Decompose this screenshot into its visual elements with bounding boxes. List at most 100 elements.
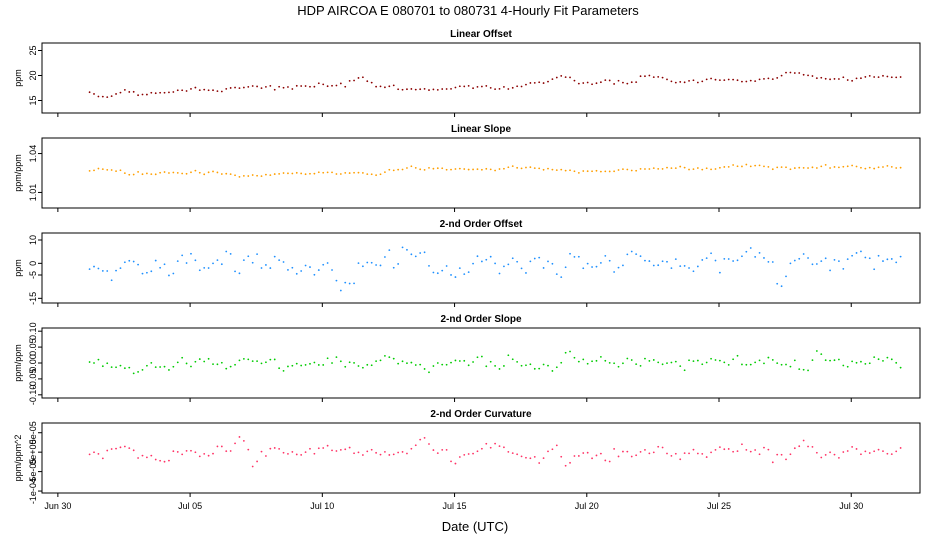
data-point <box>613 271 616 273</box>
data-point <box>688 359 690 362</box>
data-point <box>97 267 100 270</box>
data-point <box>216 445 219 448</box>
data-point <box>635 81 638 84</box>
data-point <box>718 79 721 82</box>
data-point <box>472 361 474 363</box>
data-point <box>242 174 245 177</box>
data-point <box>494 169 496 172</box>
data-point <box>353 362 355 364</box>
data-point <box>313 85 316 88</box>
y-axis-label: ppm/ppm <box>13 154 23 192</box>
data-point <box>185 262 188 264</box>
data-point <box>661 260 664 263</box>
data-point <box>657 75 660 78</box>
data-point <box>564 266 567 269</box>
data-point <box>401 88 404 91</box>
data-point <box>793 447 796 450</box>
data-point <box>560 455 563 458</box>
data-point <box>608 259 611 262</box>
data-point <box>503 365 505 367</box>
data-point <box>110 279 113 282</box>
data-point <box>485 167 488 170</box>
data-point <box>595 359 598 362</box>
data-point <box>384 171 386 173</box>
data-point <box>397 362 400 365</box>
data-point <box>132 372 135 375</box>
data-point <box>309 266 311 268</box>
data-point <box>361 172 364 174</box>
data-point <box>824 359 827 362</box>
data-point <box>555 76 558 79</box>
data-point <box>771 461 774 464</box>
y-tick-label: 0.00 <box>28 354 38 372</box>
data-point <box>146 172 148 175</box>
data-point <box>829 359 831 362</box>
data-point <box>176 171 179 174</box>
data-point <box>428 89 430 91</box>
y-tick-label: -5e-05 <box>28 459 38 485</box>
panel-title: Linear Offset <box>450 29 512 40</box>
data-point <box>644 259 646 262</box>
data-point <box>361 366 364 369</box>
data-point <box>476 450 479 453</box>
data-point <box>353 171 355 174</box>
data-point <box>432 88 435 91</box>
data-point <box>855 448 858 450</box>
data-point <box>763 165 765 168</box>
data-point <box>141 454 144 457</box>
data-point <box>542 267 545 269</box>
data-point <box>472 262 474 265</box>
data-point <box>432 167 435 170</box>
data-point <box>309 172 311 175</box>
data-point <box>220 361 223 364</box>
data-point <box>194 259 197 262</box>
data-point <box>555 366 558 369</box>
data-point <box>119 267 122 269</box>
data-point <box>599 262 602 264</box>
data-point <box>564 169 567 172</box>
data-point <box>551 370 554 372</box>
data-point <box>577 82 580 85</box>
data-point <box>873 356 876 359</box>
data-point <box>168 172 170 174</box>
data-point <box>538 167 541 170</box>
data-point <box>696 81 699 84</box>
data-point <box>630 81 633 84</box>
data-point <box>626 82 629 85</box>
data-point <box>511 452 514 454</box>
data-point <box>480 260 483 263</box>
data-point <box>595 454 598 457</box>
data-point <box>476 356 479 359</box>
data-point <box>159 91 162 94</box>
data-point <box>741 443 743 446</box>
data-point <box>172 365 175 368</box>
data-point <box>304 451 307 453</box>
data-point <box>123 172 126 174</box>
data-point <box>855 252 858 254</box>
data-point <box>110 448 113 450</box>
data-point <box>287 269 289 271</box>
data-point <box>613 448 616 450</box>
data-point <box>714 168 717 170</box>
data-point <box>234 86 236 89</box>
data-point <box>454 276 457 278</box>
data-point <box>317 82 320 85</box>
data-point <box>229 365 232 368</box>
data-point <box>718 166 721 169</box>
data-point <box>520 364 523 367</box>
data-point <box>864 256 867 259</box>
data-point <box>159 366 162 368</box>
data-point <box>414 88 417 91</box>
data-point <box>168 274 170 277</box>
data-point <box>137 171 139 173</box>
data-point <box>128 366 131 369</box>
data-point <box>674 452 677 455</box>
data-point <box>630 359 633 361</box>
data-point <box>763 446 765 449</box>
data-point <box>379 359 382 362</box>
data-point <box>375 451 377 454</box>
data-point <box>617 266 620 269</box>
data-point <box>291 88 294 90</box>
data-point <box>419 363 422 366</box>
data-point <box>322 364 325 366</box>
